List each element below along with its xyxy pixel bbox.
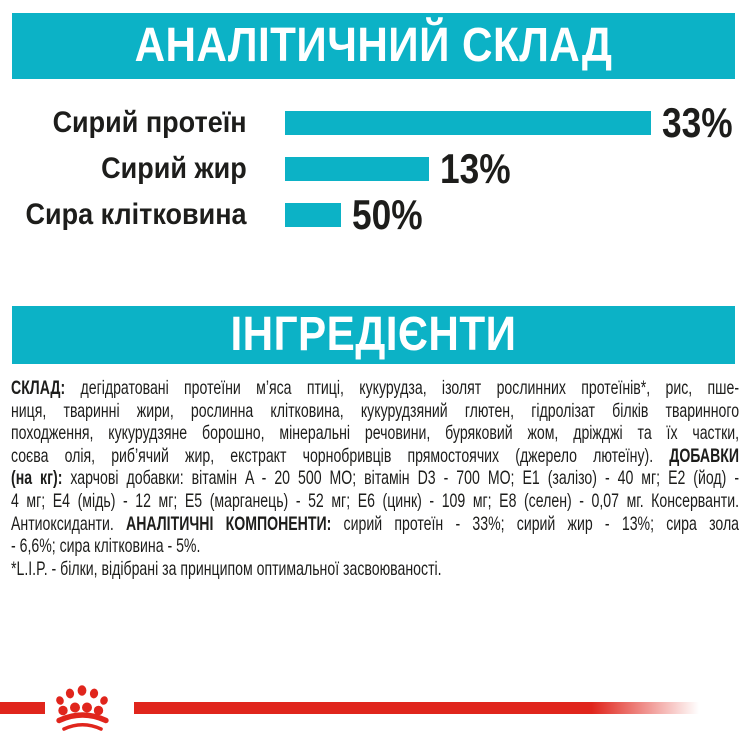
analytical-section-title: АНАЛІТИЧНИЙ СКЛАД [134, 19, 613, 72]
chart-bar [285, 157, 429, 181]
ingredients-text: СКЛАД: дегідратовані протеїни м’яса птиц… [11, 378, 739, 581]
ingredients-text-run: харчові добавки: вітамін A - 20 500 МО; … [70, 468, 740, 490]
ingredients-text-run: сирий протеїн - 33%; сирий жир - 13%; си… [343, 513, 740, 535]
chart-category-label: Сира клітковина [25, 198, 247, 231]
ingredients-bold-run: (на кг): [11, 468, 71, 490]
ingredients-text-run: соєва олія, риб’ячий жир, екстракт чорно… [11, 445, 670, 467]
royal-canin-paw-crown-icon [56, 685, 109, 731]
chart-value-label: 50% [352, 191, 423, 238]
ingredients-text-run: 4 мг; E4 (мідь) - 12 мг; E5 (марганець) … [11, 490, 740, 512]
ingredients-line: *L.I.P. - білки, відібрані за принципом … [11, 559, 739, 582]
ingredients-line: соєва олія, риб’ячий жир, екстракт чорно… [11, 446, 739, 469]
chart-category-label: Сирий жир [101, 152, 247, 185]
footer-red-band-left [0, 702, 45, 714]
ingredients-section-title: ІНГРЕДІЄНТИ [230, 308, 517, 361]
ingredients-bold-run: СКЛАД: [11, 378, 81, 399]
footer-red-band-right [134, 702, 699, 714]
ingredients-line: (на кг): харчові добавки: вітамін A - 20… [11, 468, 739, 491]
ingredients-line: походження, кукурудзяне борошно, мінерал… [11, 423, 739, 446]
ingredients-text-run: Антиоксиданти. [11, 513, 127, 535]
chart-bar [285, 203, 341, 227]
chart-row: Сира клітковина 50% [0, 194, 750, 236]
ingredients-bold-run: АНАЛІТИЧНІ КОМПОНЕНТИ: [126, 513, 344, 535]
ingredients-line: Антиоксиданти. АНАЛІТИЧНІ КОМПОНЕНТИ: си… [11, 514, 739, 537]
ingredients-line: - 6,6%; сира клітковина - 5%. [11, 536, 739, 559]
chart-value-label: 13% [440, 145, 511, 192]
ingredients-text-run: ниця, тваринні жири, рослинна клітковина… [11, 400, 740, 422]
ingredients-text-run: дегідратовані протеїни м’яса птиці, куку… [80, 378, 740, 399]
chart-value-label: 33% [662, 99, 733, 146]
ingredients-text-block: СКЛАД: дегідратовані протеїни м’яса птиц… [11, 378, 739, 588]
chart-row: Сирий протеїн 33% [0, 102, 750, 144]
chart-category-label: Сирий протеїн [52, 106, 247, 139]
ingredients-bold-run: ДОБАВКИ [669, 445, 740, 467]
ingredients-text-run: - 6,6%; сира клітковина - 5%. [11, 536, 201, 558]
chart-row: Сирий жир 13% [0, 148, 750, 190]
ingredients-line: СКЛАД: дегідратовані протеїни м’яса птиц… [11, 378, 739, 401]
ingredients-text-run: *L.I.P. - білки, відібрані за принципом … [11, 558, 442, 580]
analytical-chart: Сирий протеїн 33% Сирий жир 13% Сира клітков… [0, 95, 750, 240]
analytical-section-banner: АНАЛІТИЧНИЙ СКЛАД [12, 13, 735, 79]
ingredients-line: ниця, тваринні жири, рослинна клітковина… [11, 401, 739, 424]
ingredients-section-banner: ІНГРЕДІЄНТИ [12, 306, 735, 364]
chart-bar [285, 111, 651, 135]
ingredients-text-run: походження, кукурудзяне борошно, мінерал… [11, 423, 740, 445]
ingredients-line: 4 мг; E4 (мідь) - 12 мг; E5 (марганець) … [11, 491, 739, 514]
